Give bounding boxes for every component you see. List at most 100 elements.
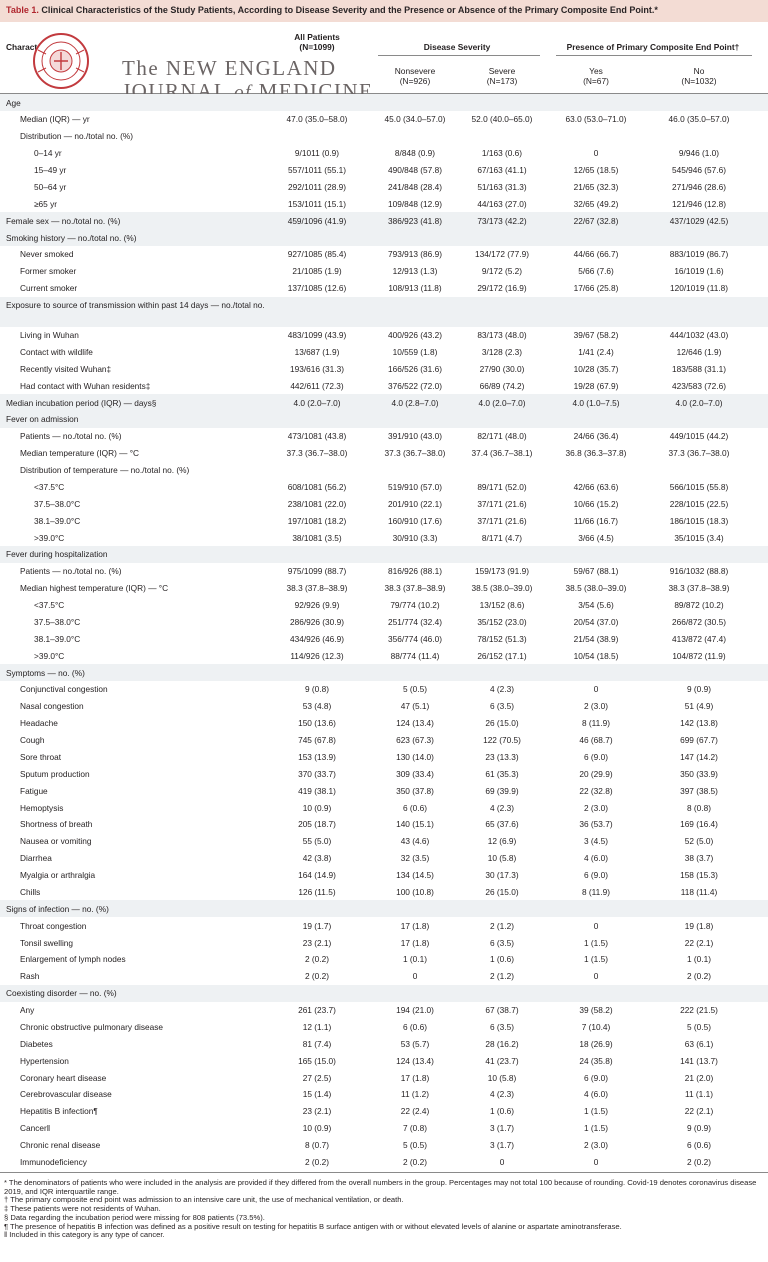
cell-severe: 6 (3.5) (490, 701, 514, 712)
row-label: Hepatitis B infection¶ (20, 1106, 98, 1117)
cell-all-patients: 137/1085 (12.6) (287, 283, 347, 294)
cell-end-point-no: 142 (13.8) (680, 718, 718, 729)
row-label: Coronary heart disease (20, 1072, 107, 1083)
cell-severe: 12 (6.9) (487, 836, 517, 847)
cell-all-patients: 238/1081 (22.0) (287, 498, 347, 509)
cell-end-point-no: 104/872 (11.9) (672, 650, 726, 661)
cell-end-point-no: 11 (1.1) (685, 1089, 713, 1100)
row-label: Chronic obstructive pulmonary disease (20, 1021, 163, 1032)
cell-end-point-yes: 2 (3.0) (584, 802, 608, 813)
table-row: Median temperature (IQR) — °C 37.3 (36.7–… (0, 445, 768, 462)
row-label: Hemoptysis (20, 802, 64, 813)
table-number: Table 1. (6, 5, 39, 15)
cell-all-patients: 165 (15.0) (298, 1055, 336, 1066)
table-row: Conjunctival congestion 9 (0.8) 5 (0.5) 4 (… (0, 681, 768, 698)
cell-all-patients: 55 (5.0) (302, 836, 332, 847)
row-label: 38.1–39.0°C (34, 515, 81, 526)
header-severe: Severe (488, 66, 516, 76)
cell-end-point-yes: 1 (1.5) (584, 937, 608, 948)
cell-all-patients: 292/1011 (28.9) (288, 181, 346, 192)
table-row: Headache 150 (13.6) 124 (13.4) 26 (15.0) 8 (… (0, 715, 768, 732)
cell-end-point-yes: 32/65 (49.2) (573, 198, 619, 209)
cell-severe: 26 (15.0) (485, 718, 519, 729)
header-bottom-rule (0, 93, 768, 94)
row-label: ≥65 yr (34, 198, 57, 209)
cell-nonsevere: 11 (1.2) (401, 1089, 429, 1100)
row-label: Fever during hospitalization (6, 549, 108, 560)
cell-all-patients: 153 (13.9) (298, 751, 336, 762)
cell-nonsevere: 108/913 (11.8) (388, 283, 442, 294)
cell-severe: 122 (70.5) (483, 735, 521, 745)
cell-severe: 89/171 (52.0) (477, 481, 527, 492)
cell-severe: 82/171 (48.0) (477, 431, 527, 442)
footnote: ‡ These patients were not residents of W… (4, 1204, 161, 1214)
cell-all-patients: 608/1081 (56.2) (287, 481, 347, 492)
footnote: † The primary composite end point was ad… (4, 1195, 404, 1205)
header-no-n: (N=1032) (681, 76, 717, 86)
cell-severe: 4 (2.3) (490, 802, 514, 813)
cell-nonsevere: 100 (10.8) (396, 886, 434, 897)
cell-end-point-no: 228/1015 (22.5) (669, 498, 729, 509)
cell-all-patients: 15 (1.4) (302, 1089, 332, 1100)
cell-all-patients: 261 (23.7) (298, 1005, 336, 1015)
cell-all-patients: 27 (2.5) (302, 1072, 332, 1083)
table-footnotes: * The denominators of patients who were … (0, 1172, 768, 1240)
cell-nonsevere: 793/913 (86.9) (388, 249, 442, 260)
table-body: Age Median (IQR) — yr 47.0 (35.0–58.0) 45.0… (0, 94, 768, 1170)
row-label: 38.1–39.0°C (34, 633, 81, 644)
cell-end-point-yes: 4 (6.0) (584, 853, 608, 864)
cell-end-point-yes: 2 (3.0) (584, 701, 608, 712)
header-nonsevere: Nonsevere (394, 66, 436, 76)
row-label: <37.5°C (34, 481, 65, 492)
row-label: Smoking history — no./total no. (%) (6, 232, 137, 243)
cell-end-point-yes: 17/66 (25.8) (573, 283, 619, 294)
cell-severe: 44/163 (27.0) (477, 198, 527, 209)
cell-nonsevere: 17 (1.8) (400, 1072, 430, 1083)
cell-end-point-no: 2 (0.2) (687, 1156, 711, 1167)
row-label: Living in Wuhan (20, 330, 79, 340)
cell-end-point-yes: 10/66 (15.2) (573, 498, 619, 509)
row-label: Chronic renal disease (20, 1140, 101, 1150)
cell-nonsevere: 4.0 (2.8–7.0) (391, 397, 439, 408)
header-disease-severity: Disease Severity (423, 42, 491, 52)
table-row: 37.5–38.0°C 238/1081 (22.0) 201/910 (22.1)… (0, 495, 768, 512)
table-row: Cough 745 (67.8) 623 (67.3) 122 (70.5) 46 (6… (0, 732, 768, 749)
cell-nonsevere: 8/848 (0.9) (394, 148, 436, 159)
cell-end-point-no: 916/1032 (88.8) (669, 566, 729, 577)
row-label: Former smoker (20, 266, 77, 277)
cell-all-patients: 483/1099 (43.9) (287, 330, 347, 340)
cell-all-patients: 286/926 (30.9) (290, 616, 344, 627)
table-row: Former smoker 21/1085 (1.9) 12/913 (1.3) 9/… (0, 263, 768, 280)
cell-end-point-no: 19 (1.8) (684, 920, 714, 931)
row-label: Tonsil swelling (20, 937, 74, 948)
cell-nonsevere: 130 (14.0) (396, 751, 434, 762)
cell-nonsevere: 37.3 (36.7–38.0) (384, 448, 446, 459)
cell-all-patients: 12 (1.1) (302, 1021, 332, 1032)
cell-end-point-no: 38.3 (37.8–38.9) (668, 583, 730, 594)
table-row: 37.5–38.0°C 286/926 (30.9) 251/774 (32.4) 3… (0, 613, 768, 630)
table-row: Hemoptysis 10 (0.9) 6 (0.6) 4 (2.3) 2 (3.0) 8… (0, 799, 768, 816)
cell-end-point-no: 186/1015 (18.3) (669, 515, 729, 526)
cell-end-point-no: 9/946 (1.0) (678, 148, 720, 159)
row-label: >39.0°C (34, 532, 65, 543)
table-section-row: Median incubation period (IQR) — days§ 4.… (0, 394, 768, 411)
row-label: 0–14 yr (34, 148, 62, 159)
cell-end-point-yes: 22/67 (32.8) (573, 215, 619, 226)
cell-severe: 1/163 (0.6) (481, 148, 523, 159)
cell-severe: 10 (5.8) (487, 853, 517, 864)
row-label: Any (20, 1005, 35, 1015)
cell-all-patients: 37.3 (36.7–38.0) (286, 448, 348, 459)
row-label: <37.5°C (34, 600, 65, 610)
cell-all-patients: 92/926 (9.9) (294, 600, 340, 610)
row-label: Diarrhea (20, 853, 52, 864)
cell-nonsevere: 160/910 (17.6) (388, 515, 442, 526)
cell-end-point-yes: 24/66 (36.4) (573, 431, 619, 442)
cell-nonsevere: 140 (15.1) (396, 819, 434, 830)
cell-all-patients: 126 (11.5) (298, 886, 336, 897)
table-row: Chronic renal disease 8 (0.7) 5 (0.5) 3 (1.… (0, 1137, 768, 1154)
row-label: 50–64 yr (34, 181, 67, 192)
cell-severe: 37/171 (21.6) (477, 515, 527, 526)
cell-all-patients: 419 (38.1) (298, 785, 336, 796)
cell-nonsevere: 194 (21.0) (396, 1005, 434, 1015)
cell-end-point-no: 118 (11.4) (680, 886, 718, 897)
